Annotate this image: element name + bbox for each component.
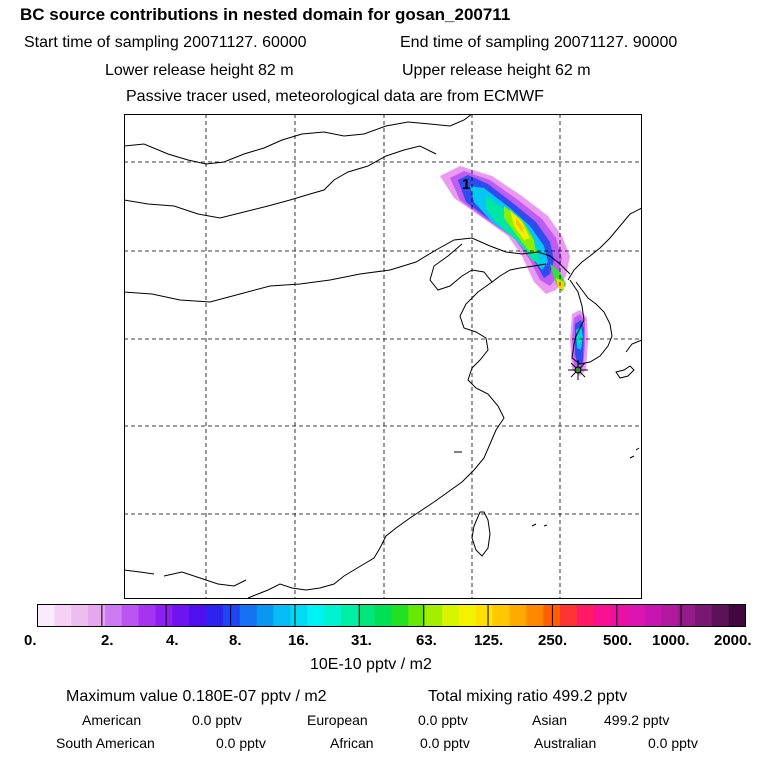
asian-label: Asian — [532, 712, 568, 728]
colorbar-cell — [610, 604, 628, 627]
colorbar-cell — [458, 604, 477, 627]
south-american-label: South American — [56, 735, 155, 751]
release-number-label: 1 — [462, 176, 470, 193]
tracer-note: Passive tracer used, meteorological data… — [126, 88, 544, 105]
colorbar-cell — [560, 604, 578, 627]
colorbar-cell — [425, 604, 443, 627]
american-label: American — [82, 712, 142, 728]
african-label: African — [330, 735, 374, 751]
european-label: European — [307, 712, 368, 728]
colorbar-units: 10E-10 pptv / m2 — [310, 656, 432, 673]
colorbar-tick-label: 250. — [538, 632, 568, 649]
colorbar-cell — [121, 604, 140, 627]
colorbar — [37, 604, 746, 627]
colorbar-cell — [694, 604, 713, 627]
colorbar-tick-label: 2000. — [714, 632, 752, 649]
lower-release-label: Lower release height 82 m — [105, 62, 294, 79]
south-american-value: 0.0 pptv — [216, 735, 266, 751]
colorbar-cell — [256, 604, 274, 627]
colorbar-cell — [340, 604, 359, 627]
coastlines — [124, 114, 642, 599]
colorbar-cell — [222, 604, 241, 627]
colorbar-cell — [37, 604, 55, 627]
source-contribution-map: 1 — [124, 114, 642, 599]
colorbar-cell — [54, 604, 72, 627]
colorbar-cell — [206, 604, 224, 627]
colorbar-cell — [576, 604, 595, 627]
plot-title: BC source contributions in nested domain… — [20, 5, 511, 24]
colorbar-cell — [307, 604, 325, 627]
start-time-label: Start time of sampling 20071127. 60000 — [24, 34, 307, 51]
australian-label: Australian — [534, 735, 597, 751]
colorbar-cell — [728, 604, 746, 627]
colorbar-tick-label: 1000. — [652, 632, 690, 649]
upper-release-label: Upper release height 62 m — [402, 62, 591, 79]
colorbar-tick-label: 31. — [351, 632, 372, 649]
asian-value: 499.2 pptv — [604, 712, 670, 728]
colorbar-cell — [189, 604, 207, 627]
receptor-star-icon — [568, 360, 588, 380]
end-time-label: End time of sampling 20071127. 90000 — [400, 34, 678, 51]
american-value: 0.0 pptv — [192, 712, 242, 728]
colorbar-tick-label: 16. — [288, 632, 309, 649]
colorbar-cell — [627, 604, 645, 627]
colorbar-cell — [408, 604, 426, 627]
colorbar-cell — [239, 604, 258, 627]
colorbar-frame — [37, 604, 746, 627]
colorbar-cell — [492, 604, 510, 627]
colorbar-cell — [593, 604, 612, 627]
map-frame — [124, 114, 642, 599]
european-value: 0.0 pptv — [418, 712, 468, 728]
african-value: 0.0 pptv — [420, 735, 470, 751]
colorbar-cell — [661, 604, 679, 627]
colorbar-cell — [273, 604, 291, 627]
colorbar-cell — [71, 604, 89, 627]
colorbar-cell — [644, 604, 662, 627]
colorbar-cell — [442, 604, 460, 627]
colorbar-tick-label: 8. — [229, 632, 242, 649]
colorbar-cell — [138, 604, 156, 627]
colorbar-cell — [172, 604, 190, 627]
colorbar-tick-label: 4. — [166, 632, 179, 649]
colorbar-cell — [543, 604, 561, 627]
map-gridlines — [124, 114, 642, 599]
colorbar-cell — [357, 604, 376, 627]
colorbar-cell — [155, 604, 173, 627]
total-mixing-ratio-label: Total mixing ratio 499.2 pptv — [428, 688, 628, 705]
maximum-value-label: Maximum value 0.180E-07 pptv / m2 — [66, 688, 327, 705]
colorbar-cell — [290, 604, 308, 627]
colorbar-cell — [475, 604, 494, 627]
colorbar-tick-label: 2. — [101, 632, 114, 649]
colorbar-cell — [324, 604, 342, 627]
colorbar-cell — [391, 604, 409, 627]
colorbar-tick-label: 0. — [24, 632, 37, 649]
colorbar-cell — [374, 604, 392, 627]
colorbar-tick-label: 500. — [603, 632, 633, 649]
colorbar-tick-label: 125. — [474, 632, 504, 649]
colorbar-cell — [509, 604, 527, 627]
colorbar-cell — [88, 604, 106, 627]
colorbar-tick-label: 63. — [416, 632, 437, 649]
colorbar-cell — [711, 604, 730, 627]
map-background — [124, 114, 642, 599]
colorbar-cell — [104, 604, 123, 627]
australian-value: 0.0 pptv — [648, 735, 698, 751]
plume-northeast — [440, 166, 570, 294]
plume-south — [570, 310, 588, 376]
colorbar-cell — [526, 604, 544, 627]
colorbar-cell — [678, 604, 696, 627]
